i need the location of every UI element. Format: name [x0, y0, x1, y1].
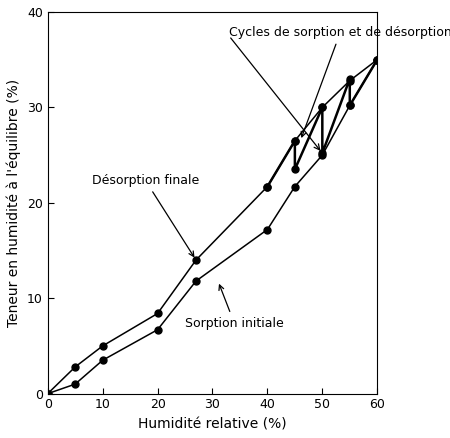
- Text: Cycles de sorption et de désorption: Cycles de sorption et de désorption: [229, 26, 450, 137]
- X-axis label: Humidité relative (%): Humidité relative (%): [138, 417, 287, 431]
- Text: Désorption finale: Désorption finale: [92, 174, 199, 257]
- Text: Sorption initiale: Sorption initiale: [185, 285, 284, 330]
- Y-axis label: Teneur en humidité à l'équilibre (%): Teneur en humidité à l'équilibre (%): [7, 79, 22, 327]
